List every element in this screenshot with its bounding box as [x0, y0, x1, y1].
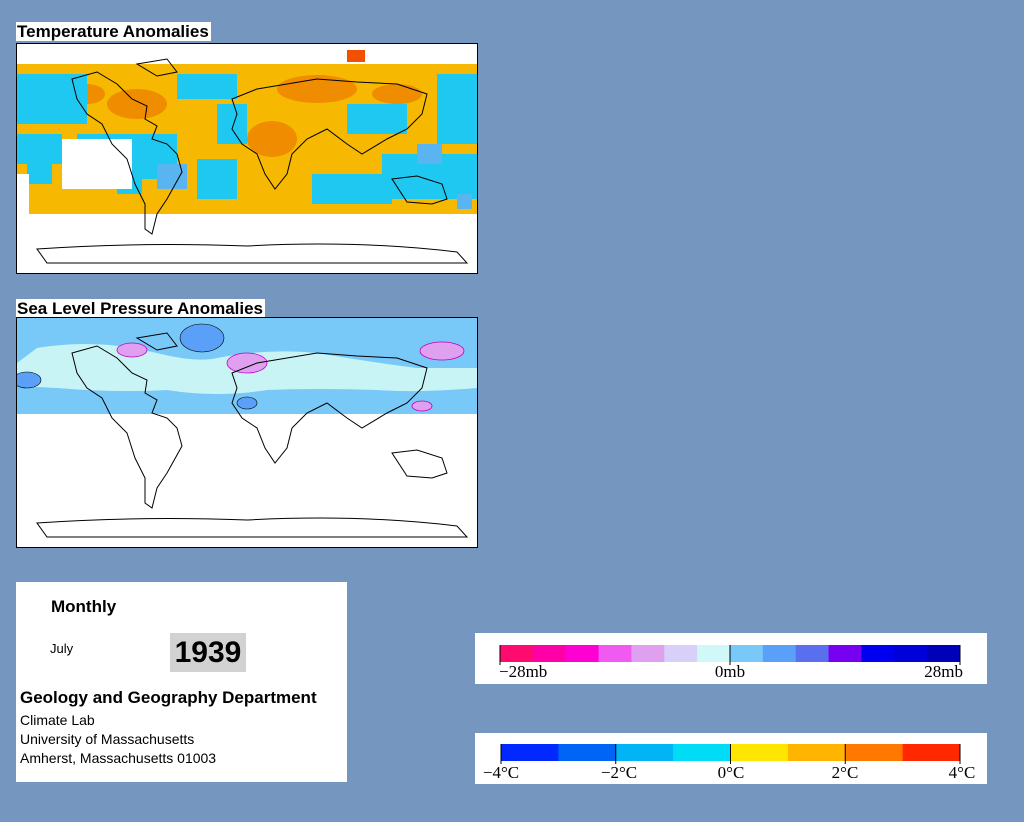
- temperature-label-minus4: −4°C: [483, 763, 519, 782]
- pressure-swatch: [565, 645, 600, 662]
- temperature-label-minus2: −2°C: [601, 763, 637, 782]
- pressure-legend: −28mb 0mb 28mb: [475, 633, 987, 684]
- temperature-swatch: [730, 744, 789, 761]
- temperature-swatch: [501, 744, 559, 761]
- pressure-swatch: [927, 645, 961, 662]
- temperature-swatch: [845, 744, 904, 761]
- temperature-label-plus4: 4°C: [949, 763, 976, 782]
- lab-name: Climate Lab: [20, 712, 95, 728]
- pressure-color-scale: [499, 645, 961, 665]
- temperature-label-plus2: 2°C: [832, 763, 859, 782]
- temperature-swatch: [673, 744, 731, 761]
- pressure-swatch: [500, 645, 534, 662]
- address: Amherst, Massachusetts 01003: [20, 750, 217, 766]
- pressure-anomaly-map: [16, 317, 478, 548]
- pressure-swatch: [795, 645, 830, 662]
- pressure-swatch: [894, 645, 928, 662]
- pressure-swatch: [697, 645, 731, 662]
- temperature-legend: −4°C −2°C 0°C 2°C 4°C: [475, 733, 987, 784]
- pressure-swatch: [828, 645, 862, 662]
- pressure-swatch: [762, 645, 797, 662]
- slp-high-cells: [116, 341, 465, 412]
- no-data-region: [17, 414, 477, 547]
- temperature-swatch: [558, 744, 617, 761]
- university-name: University of Massachusetts: [20, 731, 195, 747]
- temperature-swatch: [902, 744, 961, 761]
- temperature-anomaly-map: [16, 43, 478, 274]
- pressure-map-title: Sea Level Pressure Anomalies: [16, 299, 266, 318]
- temperature-label-zero: 0°C: [718, 763, 745, 782]
- temperature-swatch: [787, 744, 846, 761]
- temperature-color-scale: [500, 744, 961, 764]
- department-name: Geology and Geography Department: [20, 688, 317, 707]
- temperature-map-title: Temperature Anomalies: [16, 22, 211, 41]
- pressure-label-min: −28mb: [499, 662, 547, 681]
- pressure-label-zero: 0mb: [715, 662, 745, 681]
- slp-low-cells: [17, 323, 258, 410]
- month-label: July: [50, 641, 74, 656]
- pressure-label-max: 28mb: [924, 662, 963, 681]
- pressure-swatch: [664, 645, 698, 662]
- info-panel: Monthly July 1939 Geology and Geography …: [16, 582, 347, 782]
- pressure-swatch: [730, 645, 764, 662]
- pressure-swatch: [598, 645, 632, 662]
- pressure-swatch: [861, 645, 895, 662]
- year-display: 1939: [170, 633, 246, 672]
- temperature-swatch: [615, 744, 674, 761]
- period-label: Monthly: [51, 597, 117, 616]
- coastlines: [36, 332, 469, 538]
- pressure-swatch: [532, 645, 567, 662]
- coastlines: [36, 58, 469, 264]
- pressure-swatch: [631, 645, 665, 662]
